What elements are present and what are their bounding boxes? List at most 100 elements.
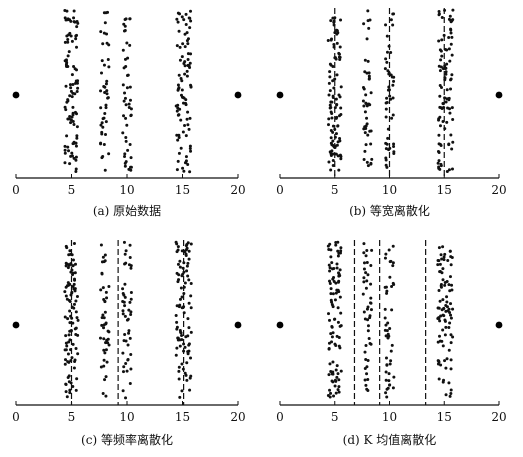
data-point: [71, 258, 75, 262]
data-point: [103, 259, 107, 263]
data-point: [367, 336, 371, 340]
data-point: [438, 167, 442, 171]
data-point: [449, 87, 453, 91]
data-point: [387, 372, 391, 376]
data-point: [367, 76, 371, 80]
data-point: [364, 383, 368, 387]
data-point: [175, 17, 179, 21]
data-point: [384, 323, 388, 327]
data-point: [70, 95, 74, 99]
panel-caption: (c) 等频率离散化: [81, 432, 173, 447]
data-point: [71, 120, 75, 124]
data-point: [63, 290, 67, 294]
data-point: [330, 261, 334, 265]
data-point: [122, 365, 126, 369]
data-point: [366, 9, 370, 13]
data-point: [74, 144, 78, 148]
data-point: [385, 101, 389, 105]
data-point: [180, 95, 184, 99]
data-point: [185, 69, 189, 73]
data-point: [331, 139, 335, 143]
data-point: [105, 296, 109, 300]
data-point: [335, 262, 339, 266]
data-point: [122, 114, 126, 118]
data-point: [437, 246, 441, 250]
data-point: [384, 252, 388, 256]
data-point: [183, 72, 187, 76]
data-point: [362, 276, 366, 280]
data-point: [335, 41, 339, 45]
data-point: [445, 170, 449, 174]
data-point: [100, 121, 104, 125]
data-point: [69, 89, 73, 93]
data-point: [384, 23, 388, 27]
data-point: [363, 378, 367, 382]
data-point: [121, 131, 125, 135]
data-point: [175, 271, 179, 275]
data-point: [366, 273, 370, 277]
data-point: [72, 156, 76, 160]
data-point: [128, 243, 132, 247]
data-point: [447, 283, 451, 287]
data-point: [436, 263, 440, 267]
data-point: [178, 12, 182, 16]
data-point: [121, 312, 125, 316]
data-point: [174, 240, 178, 244]
data-point: [185, 378, 189, 382]
data-point: [129, 107, 133, 111]
data-point: [75, 20, 79, 24]
data-point: [436, 362, 440, 366]
data-point: [438, 83, 442, 87]
data-point: [329, 369, 333, 373]
data-point: [437, 289, 441, 293]
data-point: [333, 298, 337, 302]
data-point: [339, 311, 343, 315]
data-point: [388, 362, 392, 366]
data-point: [437, 159, 441, 163]
data-point: [127, 106, 131, 110]
data-point: [441, 313, 445, 317]
data-point: [451, 8, 455, 12]
data-point: [104, 120, 108, 124]
data-point: [328, 266, 332, 270]
data-point: [124, 396, 128, 400]
data-point: [336, 280, 340, 284]
data-point: [74, 347, 78, 350]
data-point: [124, 17, 128, 21]
data-point: [184, 244, 188, 248]
data-point: [102, 348, 106, 352]
data-point: [185, 117, 189, 121]
data-point: [187, 343, 191, 347]
x-tick-label: 5: [331, 183, 339, 197]
data-point: [327, 160, 331, 164]
data-point: [331, 130, 335, 134]
data-point: [339, 106, 343, 110]
data-point: [332, 86, 336, 90]
data-point: [100, 316, 104, 320]
data-point: [63, 161, 67, 165]
data-point: [438, 124, 442, 128]
data-point: [388, 383, 392, 387]
data-point: [369, 142, 373, 146]
data-point: [439, 106, 443, 110]
x-tick-label: 15: [437, 183, 452, 197]
data-point: [72, 20, 76, 24]
data-point: [75, 25, 79, 29]
data-point: [74, 79, 78, 83]
data-point: [450, 35, 454, 39]
data-point: [128, 336, 132, 340]
data-point: [126, 148, 130, 152]
data-point: [326, 39, 330, 42]
data-point: [337, 344, 341, 348]
panel-caption: (d) K 均值离散化: [343, 432, 437, 447]
data-point: [124, 103, 128, 107]
data-point: [187, 301, 191, 305]
data-point: [369, 308, 373, 312]
data-point: [333, 378, 337, 382]
data-point: [334, 391, 338, 395]
data-point: [104, 290, 108, 294]
data-point: [124, 249, 128, 253]
data-point: [183, 371, 187, 375]
data-point: [328, 242, 332, 246]
data-point: [76, 86, 80, 90]
